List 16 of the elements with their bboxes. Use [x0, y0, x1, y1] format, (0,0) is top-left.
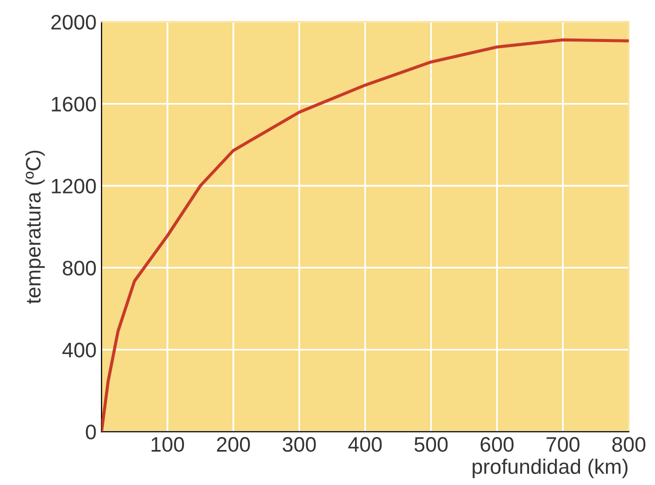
x-tick-label: 400: [348, 437, 382, 452]
x-tick-label: 100: [152, 437, 184, 452]
x-tick-label: 600: [480, 437, 514, 452]
y-tick-label: 1200: [52, 178, 96, 194]
y-tick-label: 400: [62, 342, 96, 358]
x-tick-label: 800: [612, 437, 646, 452]
y-axis-title: temperatura (ºC): [25, 150, 45, 304]
x-axis-title: profundidad (km): [472, 458, 628, 478]
y-tick-label: 2000: [51, 14, 96, 30]
y-tick-label: 0: [86, 424, 96, 440]
y-tick-label: 1600: [52, 96, 96, 112]
y-tick-label: 800: [62, 260, 96, 276]
x-tick-label: 500: [414, 437, 448, 452]
x-tick-label: 300: [282, 437, 316, 452]
x-tick-label: 200: [217, 437, 250, 452]
x-tick-label: 700: [546, 437, 580, 452]
